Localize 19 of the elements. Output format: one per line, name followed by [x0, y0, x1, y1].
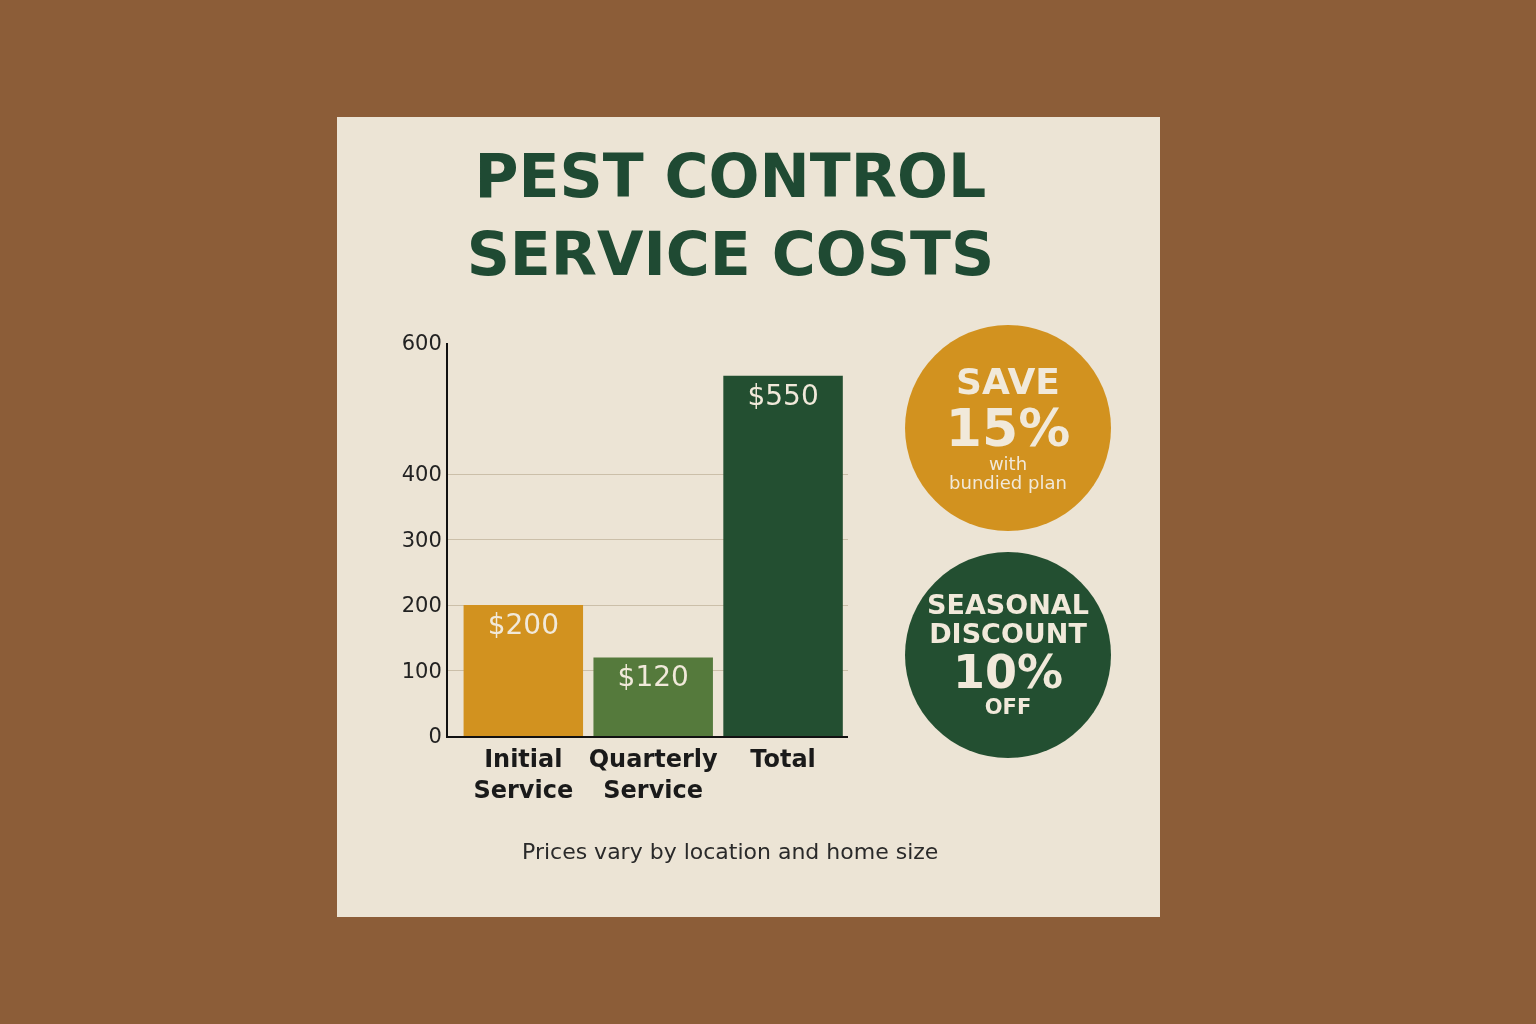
- y-tick-label: 0: [428, 724, 442, 749]
- data-label: $120: [617, 660, 689, 694]
- x-tick-label: Quarterly Service: [588, 744, 719, 804]
- data-label: $550: [747, 378, 819, 412]
- text: SAVE 15% with bundied plan: [945, 360, 1071, 494]
- y-tick-label: 100: [401, 658, 442, 683]
- data-label: $200: [487, 608, 559, 641]
- x-tick-label: Total: [750, 744, 816, 773]
- bar: [723, 375, 843, 736]
- y-tick-label: 400: [401, 462, 442, 487]
- text: Prices vary by location and home size: [522, 839, 939, 864]
- chart-title: PEST CONTROL SERVICE COSTS: [466, 141, 995, 289]
- bar: [463, 605, 584, 736]
- text: SEASONAL DISCOUNT 10% OFF: [927, 589, 1089, 720]
- y-tick-label: 200: [401, 593, 442, 618]
- y-tick-label: 600: [401, 331, 442, 356]
- bar: [593, 657, 713, 736]
- x-tick-label: Initial Service: [473, 744, 574, 804]
- y-tick-label: 300: [401, 527, 442, 552]
